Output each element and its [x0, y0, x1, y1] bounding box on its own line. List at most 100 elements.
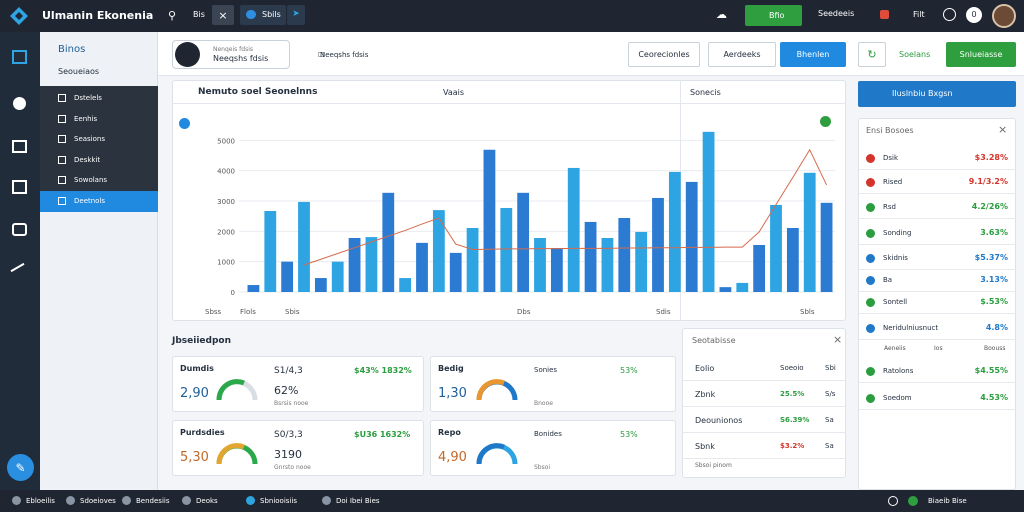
label: ☐ [318, 51, 325, 59]
rows-text: Deounionos [695, 416, 743, 425]
label-text: Bedig [438, 364, 464, 373]
k1-text: S0/3,3 [274, 430, 303, 440]
icon [866, 276, 875, 285]
action-text[interactable]: Snlueiasse [946, 42, 1016, 67]
icon [182, 496, 191, 505]
buttons-text[interactable]: Aerdeeks [708, 42, 776, 67]
items-text[interactable]: Deetnols [74, 196, 106, 205]
divider [858, 218, 1016, 219]
rows-text: Soeoio [780, 364, 804, 372]
items-text[interactable]: Sowolans [74, 176, 108, 184]
icon [866, 324, 875, 333]
bar [550, 248, 563, 292]
icon [58, 135, 66, 143]
panel [15, 12, 23, 20]
refresh-button[interactable]: ↻ [858, 42, 886, 67]
x-label: Flols [240, 308, 256, 316]
icon [122, 496, 131, 505]
k2-text: 62% [274, 384, 299, 397]
rows-text: Sbi [825, 364, 836, 372]
icon [888, 496, 898, 506]
items-text[interactable]: Deskkit [74, 155, 101, 164]
items-text[interactable]: Dstelels [74, 94, 102, 102]
icon [866, 254, 875, 263]
name-text: Sontell [883, 298, 908, 306]
icon [866, 178, 875, 187]
top-bar [0, 0, 1024, 32]
rows-text: Zbnk [695, 390, 716, 399]
divider [682, 406, 846, 407]
bar [770, 204, 782, 292]
y-tick-label: 0 [231, 289, 235, 297]
gauge [216, 443, 258, 465]
icon: ☁ [716, 8, 727, 21]
icon [12, 180, 27, 194]
fab-button[interactable]: ✎ [7, 454, 34, 481]
items-text[interactable]: Seasions [74, 135, 105, 143]
x-label: Sbis [285, 308, 300, 316]
icon [58, 94, 66, 102]
bar [466, 227, 479, 292]
close-button[interactable]: × [212, 5, 234, 25]
badge-text: 0 [966, 7, 982, 23]
bar [567, 167, 580, 292]
y-tick-label: 4000 [217, 168, 235, 176]
big-text: 1,30 [438, 386, 467, 401]
header-text: Iluslnbiu Bxgsn [858, 81, 1016, 107]
icon [12, 140, 27, 153]
delta-text: $43% 1832% [354, 366, 412, 375]
bar [534, 238, 546, 292]
items-text[interactable]: Eenhis [74, 114, 98, 123]
name-text: Ba [883, 276, 893, 284]
details-card [682, 328, 846, 478]
k2-text: 53% [620, 430, 638, 439]
divider [858, 382, 1016, 383]
bar [432, 210, 445, 292]
value-text: 3.63% [980, 228, 1008, 237]
title-text: Binos [58, 44, 86, 55]
menu-text: Seedeeis [818, 9, 855, 18]
icon [58, 176, 66, 184]
value-text: $4.55% [974, 366, 1008, 375]
divider [682, 380, 846, 381]
value-text: 4.53% [980, 393, 1008, 402]
bar [517, 192, 530, 292]
title-text: Seotabisse [692, 336, 736, 345]
buttons-text[interactable]: Bhenlen [780, 42, 846, 67]
rows-text: 25.5% [780, 390, 805, 398]
value-text: 3.13% [980, 275, 1008, 284]
y-tick-label: 1000 [217, 259, 235, 267]
note-text: Bsrsis nooe [274, 400, 309, 407]
search-text: Neeqshs fdsis [213, 54, 269, 63]
subrow-text: Boouss [984, 345, 1006, 352]
rows-text: Sa [825, 416, 834, 424]
buttons-text[interactable]: Ceorecionles [628, 42, 700, 67]
tab-text: Bis [193, 10, 205, 19]
filter-text: Filt [913, 10, 925, 19]
rows-text: Eolio [695, 364, 715, 373]
items-text: Sdoeioves [80, 497, 116, 505]
divider [858, 339, 1016, 340]
value-text: 4.2/26% [971, 202, 1008, 211]
name-text: Sonding [883, 229, 912, 237]
panel [216, 443, 245, 465]
bar [786, 227, 799, 292]
bar [736, 282, 749, 292]
items-text: Doi Ibei Bies [336, 497, 380, 505]
bar [668, 171, 681, 292]
icon [820, 116, 831, 127]
name-text: Rsd [883, 203, 896, 211]
items-text: Ebloeilis [26, 497, 55, 505]
title-text: Ulmanin Ekonenia [42, 9, 154, 22]
items-text: Sbniooisiis [260, 497, 297, 505]
y-tick-label: 2000 [217, 228, 235, 236]
note-text: Sbsoi [534, 464, 551, 471]
label-text: Repo [438, 428, 461, 437]
summary-card [172, 356, 424, 412]
delta-text: $U36 1632% [354, 430, 411, 439]
y-tick-label: 5000 [217, 137, 235, 145]
icon [58, 196, 66, 205]
search-text: Neeqshs fdsis [320, 51, 369, 59]
sidebar-menu [40, 86, 158, 210]
bar [281, 261, 294, 292]
